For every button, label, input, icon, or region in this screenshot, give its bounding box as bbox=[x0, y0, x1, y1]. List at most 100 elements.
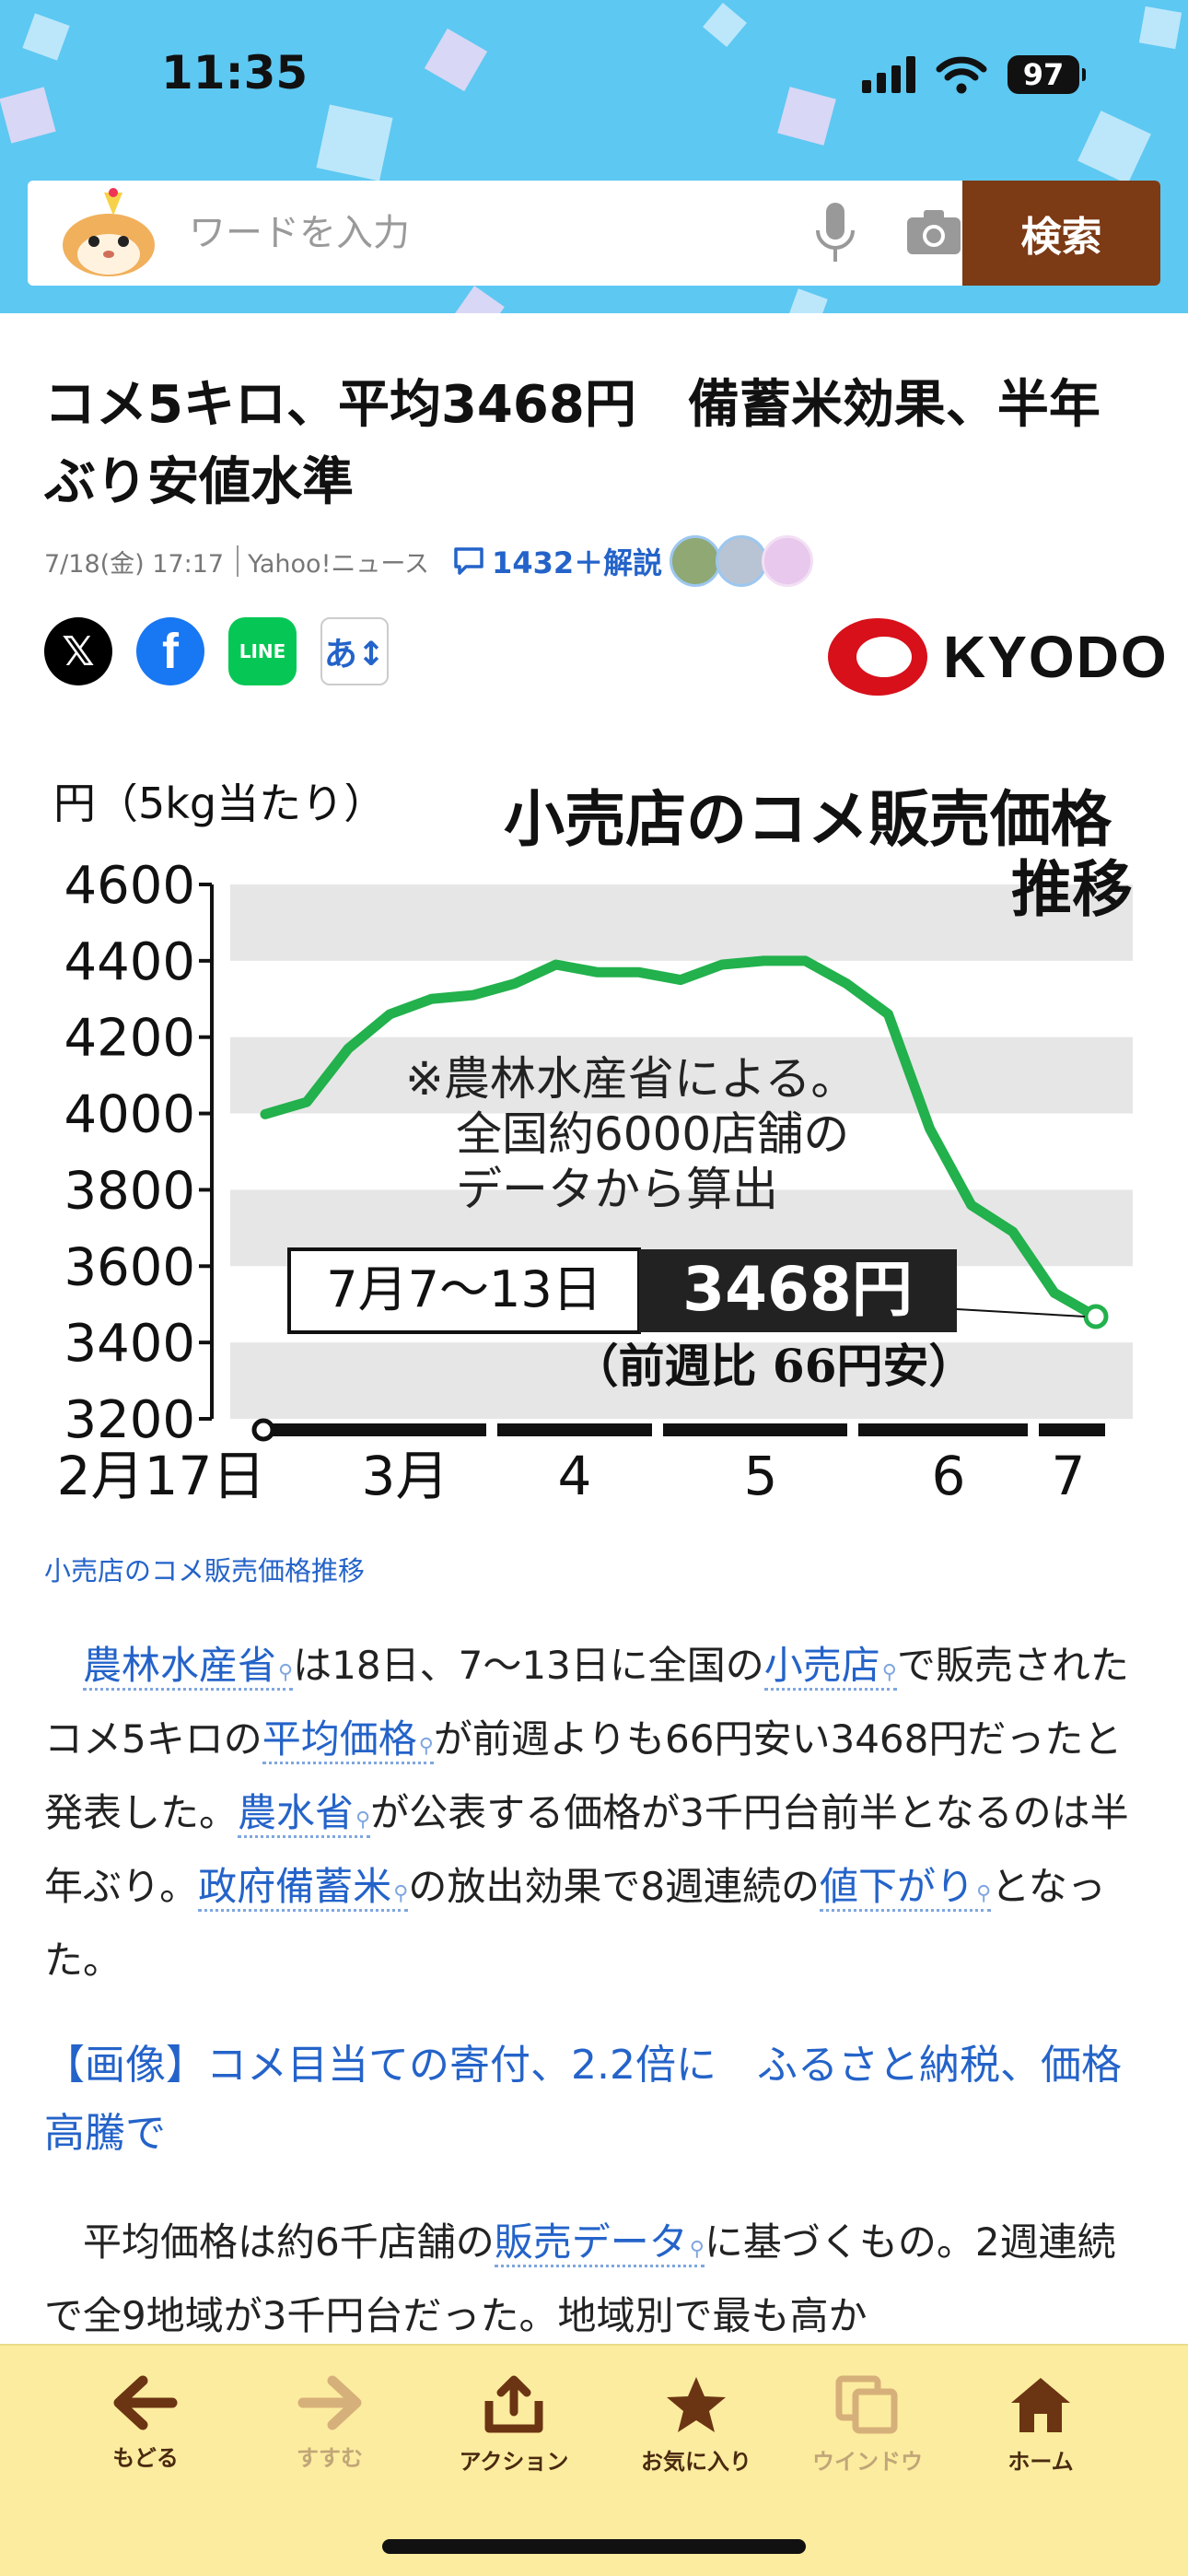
font-size-button[interactable]: あ↕ bbox=[320, 617, 389, 685]
cellular-signal-icon bbox=[862, 56, 915, 93]
avatar bbox=[670, 535, 722, 587]
keyword-link[interactable]: 政府備蓄米 bbox=[198, 1864, 409, 1912]
x-tick-label: 4 bbox=[558, 1445, 592, 1507]
paragraph-text: 平均価格は約6千店舗の bbox=[83, 2219, 495, 2265]
x-share-icon[interactable]: 𝕏 bbox=[44, 617, 112, 685]
x-axis-segment bbox=[273, 1423, 486, 1436]
x-tick-label: 6 bbox=[932, 1445, 966, 1507]
action-label: アクション bbox=[459, 2449, 569, 2475]
forward-arrow-icon bbox=[297, 2375, 362, 2430]
highlight-value-box bbox=[639, 1249, 957, 1332]
x-axis-segment bbox=[663, 1423, 847, 1436]
chart-note-line2: 全国約6000店舗の bbox=[456, 1107, 849, 1161]
keyword-link[interactable]: 値下がり bbox=[820, 1864, 992, 1912]
paragraph-text: は18日、7〜13日に全国の bbox=[293, 1643, 764, 1688]
windows-icon bbox=[835, 2375, 898, 2434]
home-button[interactable]: ホーム bbox=[949, 2375, 1133, 2476]
article-paragraph-2: 平均価格は約6千店舗の販売データに基づくもの。2週連続で全9地域が3千円台だった… bbox=[44, 2209, 1149, 2349]
keyword-link[interactable]: 農林水産省 bbox=[83, 1643, 294, 1691]
share-icon bbox=[484, 2375, 543, 2433]
x-axis-segment bbox=[497, 1423, 652, 1436]
grid-band bbox=[230, 1342, 1133, 1419]
search-bar: 検索 bbox=[28, 181, 1160, 286]
app-header: 11:35 97 bbox=[0, 0, 1188, 313]
chart-title-line2: 推移 bbox=[1011, 854, 1133, 925]
search-input[interactable] bbox=[189, 201, 787, 265]
x-axis-start-marker bbox=[251, 1418, 275, 1442]
article-title: コメ5キロ、平均3468円 備蓄米効果、半年ぶり安値水準 bbox=[44, 375, 1101, 512]
grid-band bbox=[230, 1036, 1133, 1114]
facebook-share-icon[interactable]: f bbox=[136, 617, 204, 685]
wifi-icon bbox=[936, 56, 987, 94]
publisher-name: KYODO bbox=[943, 624, 1169, 690]
article-date: 7/18(金) 17:17 bbox=[44, 549, 225, 579]
home-indicator bbox=[382, 2539, 806, 2554]
x-tick-label: 7 bbox=[1052, 1445, 1086, 1507]
chart-note-line1: ※農林水産省による。 bbox=[405, 1052, 856, 1106]
paragraph-text: が公表する価格が3千円台前半となるのは半年ぶり。 bbox=[44, 1790, 1129, 1909]
y-tick-label: 3200 bbox=[64, 1390, 195, 1450]
related-article-link[interactable]: 【画像】コメ目当ての寄付、2.2倍に ふるさと納税、価格高騰で bbox=[44, 2042, 1122, 2157]
home-label: ホーム bbox=[1007, 2449, 1074, 2475]
forward-button[interactable]: すすむ bbox=[238, 2375, 422, 2472]
y-tick-label: 4000 bbox=[64, 1085, 195, 1145]
y-tick-label: 4200 bbox=[64, 1009, 195, 1069]
article-paragraph-1: 農林水産省は18日、7〜13日に全国の小売店で販売されたコメ5キロの平均価格が前… bbox=[44, 1633, 1149, 1994]
expert-avatars[interactable] bbox=[670, 535, 814, 587]
star-icon bbox=[667, 2377, 726, 2432]
window-label: ウインドウ bbox=[812, 2449, 923, 2475]
status-time: 11:35 bbox=[161, 46, 309, 100]
favorite-button[interactable]: お気に入り bbox=[604, 2375, 788, 2476]
x-tick-label: 5 bbox=[744, 1445, 778, 1507]
highlight-period: 7月7〜13日 bbox=[326, 1260, 601, 1318]
microphone-icon[interactable] bbox=[812, 201, 858, 267]
paragraph-text: となった。 bbox=[44, 1864, 1106, 1983]
chart-title: 小売店のコメ販売価格 推移 bbox=[504, 784, 1133, 925]
chart-note-line3: データから算出 bbox=[456, 1163, 778, 1216]
home-icon bbox=[1011, 2378, 1070, 2432]
window-button[interactable]: ウインドウ bbox=[775, 2375, 960, 2476]
x-axis-segment bbox=[858, 1423, 1028, 1436]
x-axis-segment bbox=[1039, 1423, 1105, 1436]
comments-count: 1432＋解説 bbox=[492, 545, 663, 580]
avatar bbox=[762, 535, 814, 587]
back-button[interactable]: もどる bbox=[53, 2375, 238, 2472]
keyword-link[interactable]: 平均価格 bbox=[262, 1716, 434, 1764]
status-icons: 97 bbox=[862, 55, 1086, 94]
chart-ylabel: 円（5kg当たり） bbox=[53, 783, 386, 828]
y-tick-label: 4400 bbox=[64, 932, 195, 992]
grid-band bbox=[230, 884, 1133, 961]
keyword-link[interactable]: 小売店 bbox=[763, 1643, 897, 1691]
article-meta: 7/18(金) 17:17 Yahoo!ニュース 1432＋解説 bbox=[44, 535, 814, 587]
publisher-logo[interactable]: KYODO bbox=[827, 615, 1169, 698]
comments-link[interactable]: 1432＋解説 bbox=[453, 540, 662, 582]
comment-icon bbox=[454, 547, 483, 575]
keyword-link[interactable]: 農水省 bbox=[238, 1790, 371, 1838]
x-tick-label: 2月17日 bbox=[57, 1445, 266, 1507]
paragraph-text: で販売されたコメ5キロの bbox=[44, 1643, 1129, 1762]
forward-label: すすむ bbox=[297, 2445, 363, 2471]
y-tick-label: 3400 bbox=[64, 1314, 195, 1374]
chart-title-line1: 小売店のコメ販売価格 bbox=[504, 784, 1112, 855]
search-button[interactable]: 検索 bbox=[962, 181, 1160, 286]
paragraph-text: が前週よりも66円安い3468円だったと発表した。 bbox=[44, 1716, 1123, 1835]
meta-divider bbox=[237, 545, 239, 577]
favorite-label: お気に入り bbox=[641, 2449, 751, 2475]
x-tick-label: 3月 bbox=[362, 1445, 449, 1507]
paragraph-text: の放出効果で8週連続の bbox=[408, 1864, 821, 1909]
bottom-toolbar: もどる すすむ アクション お気に入り ウインドウ ホーム bbox=[0, 2344, 1188, 2576]
highlight-value: 3468円 bbox=[682, 1254, 913, 1325]
series-line bbox=[260, 955, 1101, 1322]
paragraph-text: に基づくもの。2週連続で全9地域が3千円台だった。地域別で最も高か bbox=[44, 2219, 1116, 2338]
line-share-icon[interactable]: LINE bbox=[228, 617, 297, 685]
last-point-marker bbox=[1083, 1304, 1109, 1329]
avatar bbox=[716, 535, 768, 587]
back-arrow-icon bbox=[113, 2375, 178, 2430]
rice-price-chart[interactable]: 4600 4400 4200 4000 3800 3600 3400 3200 2月17日 3月… bbox=[46, 783, 1142, 1511]
camera-icon[interactable] bbox=[905, 208, 962, 256]
highlight-callout-line bbox=[956, 1308, 1086, 1317]
keyword-link[interactable]: 販売データ bbox=[494, 2219, 705, 2267]
mascot-logo-icon[interactable] bbox=[53, 188, 164, 280]
chart-caption[interactable]: 小売店のコメ販売価格推移 bbox=[44, 1555, 366, 1587]
action-button[interactable]: アクション bbox=[422, 2375, 606, 2476]
